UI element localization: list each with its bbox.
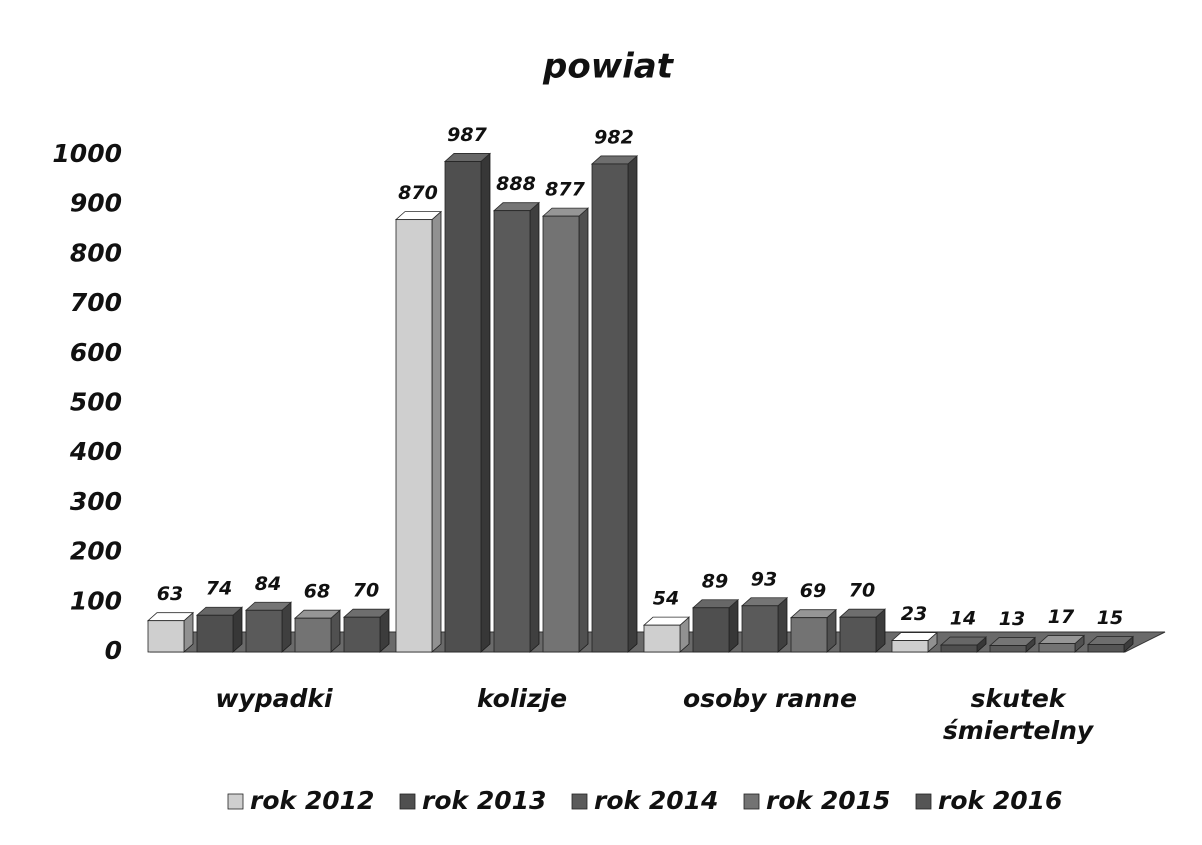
bar-side bbox=[480, 152, 491, 653]
data-label: 870 bbox=[398, 182, 438, 204]
bar bbox=[196, 614, 234, 653]
bar bbox=[542, 215, 580, 653]
bar bbox=[395, 219, 433, 653]
data-label: 13 bbox=[999, 608, 1025, 630]
bar bbox=[790, 617, 828, 653]
y-tick-label: 800 bbox=[70, 238, 122, 267]
legend-swatch bbox=[571, 793, 588, 810]
data-label: 84 bbox=[255, 573, 281, 595]
bar-side bbox=[777, 596, 788, 653]
legend-label: rok 2015 bbox=[766, 786, 890, 815]
bar bbox=[741, 605, 779, 653]
data-label: 888 bbox=[496, 173, 536, 195]
legend-swatch bbox=[915, 793, 932, 810]
data-label: 982 bbox=[594, 126, 634, 148]
data-label: 74 bbox=[206, 578, 232, 600]
data-label: 70 bbox=[849, 580, 875, 602]
legend-swatch bbox=[743, 793, 760, 810]
bar-side bbox=[728, 598, 739, 653]
data-label: 93 bbox=[751, 568, 777, 590]
legend-swatch bbox=[399, 793, 416, 810]
y-tick-label: 900 bbox=[70, 189, 122, 218]
legend-label: rok 2013 bbox=[422, 786, 546, 815]
legend-label: rok 2016 bbox=[938, 786, 1062, 815]
data-label: 17 bbox=[1048, 606, 1075, 628]
bar bbox=[891, 640, 929, 653]
y-tick-label: 1000 bbox=[52, 139, 122, 168]
y-tick-label: 500 bbox=[70, 388, 122, 417]
data-label: 987 bbox=[447, 124, 487, 146]
bar bbox=[245, 609, 283, 653]
bar-side bbox=[529, 201, 540, 653]
x-tick-label: wypadki bbox=[215, 684, 333, 713]
y-tick-label: 200 bbox=[70, 537, 122, 566]
legend-label: rok 2014 bbox=[594, 786, 718, 815]
data-label: 68 bbox=[304, 581, 330, 603]
bar bbox=[643, 624, 681, 653]
y-tick-label: 600 bbox=[70, 338, 122, 367]
bar bbox=[343, 616, 381, 653]
bar-side bbox=[627, 155, 638, 653]
data-label: 14 bbox=[950, 608, 976, 630]
data-label: 70 bbox=[353, 580, 379, 602]
bar-side bbox=[578, 207, 589, 653]
y-tick-label: 700 bbox=[70, 288, 122, 317]
bar bbox=[147, 620, 185, 653]
y-tick-label: 100 bbox=[70, 586, 122, 615]
bar bbox=[1087, 644, 1125, 653]
data-label: 54 bbox=[653, 588, 679, 610]
y-tick-label: 0 bbox=[105, 636, 122, 665]
data-label: 63 bbox=[157, 583, 183, 605]
bar bbox=[591, 163, 629, 653]
bar-side bbox=[431, 210, 442, 653]
legend-swatch bbox=[227, 793, 244, 810]
bar bbox=[940, 644, 978, 653]
y-tick-label: 400 bbox=[69, 437, 122, 466]
bar bbox=[294, 617, 332, 653]
data-label: 23 bbox=[901, 603, 927, 625]
data-label: 877 bbox=[545, 179, 585, 201]
x-tick-label: osoby ranne bbox=[683, 684, 857, 713]
bar bbox=[493, 210, 531, 653]
chart-title: powiat bbox=[542, 47, 675, 87]
bar bbox=[444, 161, 482, 653]
bar bbox=[1038, 643, 1076, 653]
legend-label: rok 2012 bbox=[250, 786, 374, 815]
bar-side bbox=[281, 601, 292, 653]
bar bbox=[692, 607, 730, 653]
y-tick-label: 300 bbox=[70, 487, 122, 516]
x-tick-label: skutek śmiertelny bbox=[942, 684, 1094, 745]
data-label: 69 bbox=[800, 580, 826, 602]
data-label: 15 bbox=[1097, 607, 1123, 629]
bar bbox=[839, 616, 877, 653]
bar bbox=[989, 645, 1027, 653]
x-tick-label: kolizje bbox=[476, 684, 568, 713]
data-label: 89 bbox=[702, 570, 728, 592]
